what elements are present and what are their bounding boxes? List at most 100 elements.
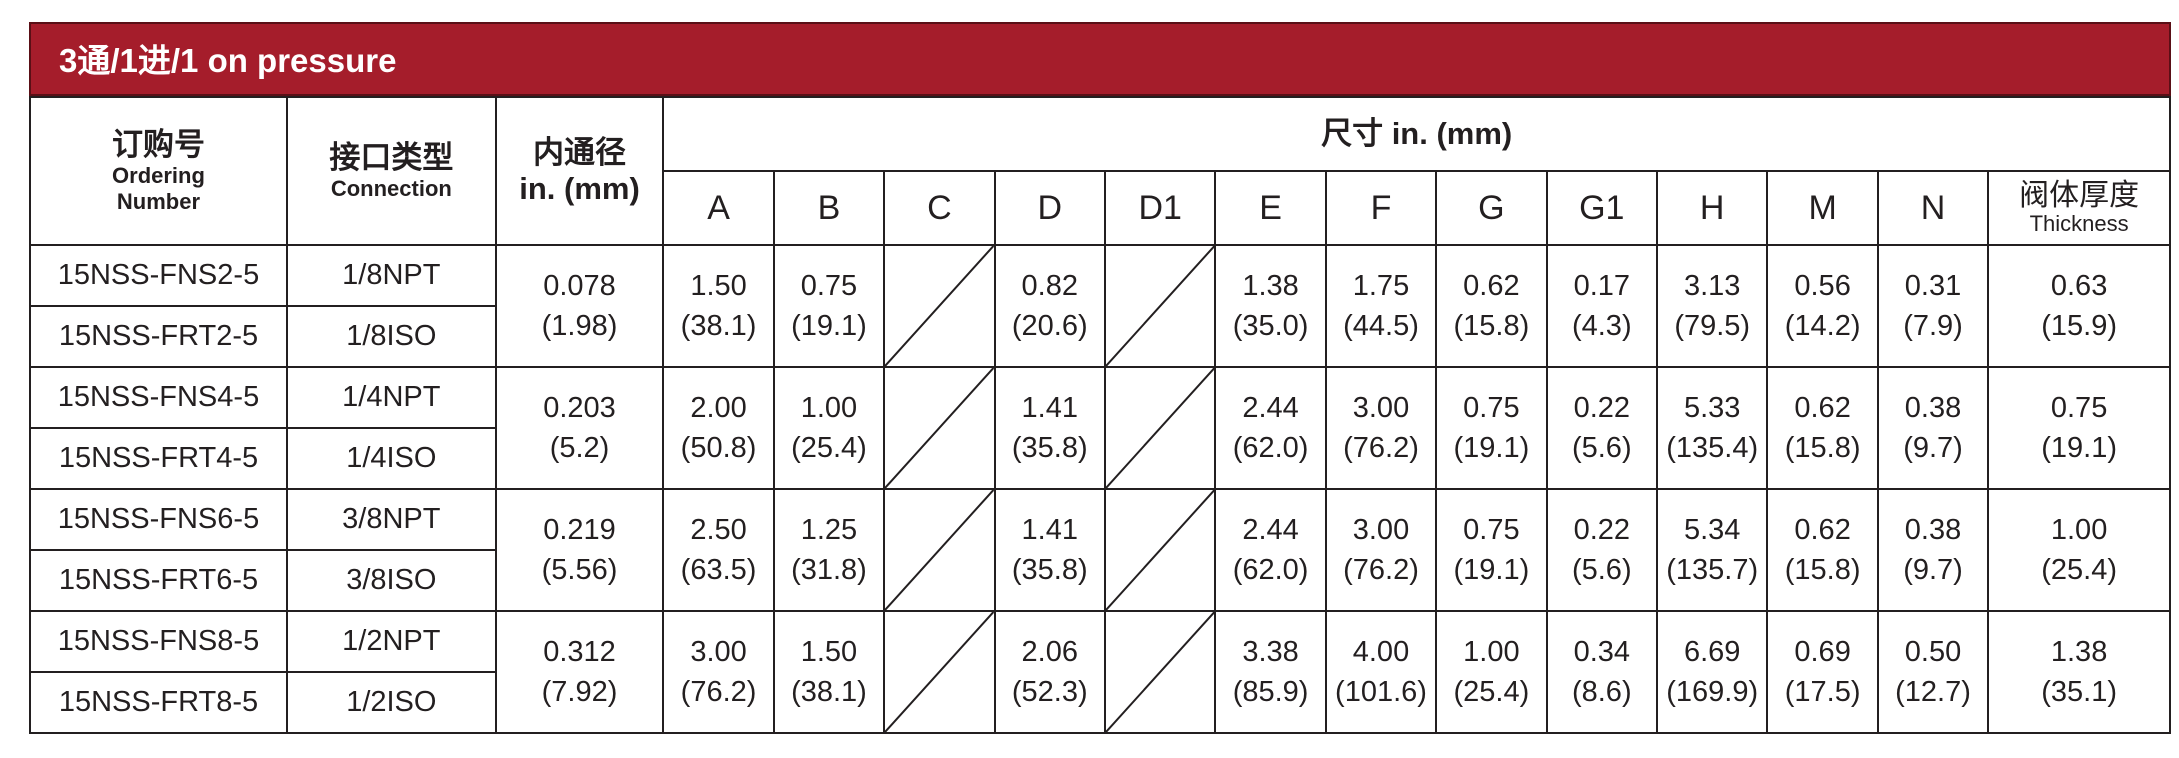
ordering-number-cell: 15NSS-FNS2-5 <box>29 244 288 307</box>
value-mm: (8.6) <box>1571 676 1632 708</box>
bore-cell: 0.078 (1.98) <box>494 244 665 368</box>
value-in: 1.50 <box>800 636 858 668</box>
value-mm: (35.1) <box>2041 676 2117 708</box>
ordering-number-cell: 15NSS-FNS6-5 <box>29 488 288 551</box>
value-mm: (5.56) <box>541 554 618 586</box>
dim-n-cell: 0.38 (9.7) <box>1876 488 1990 612</box>
value-in: 0.219 <box>543 514 616 546</box>
dim-h-cell: 5.34 (135.7) <box>1655 488 1769 612</box>
value-in: 0.62 <box>1794 514 1851 546</box>
dim-m-cell: 0.62 (15.8) <box>1766 488 1879 612</box>
connection-cell: 1/8NPT <box>285 244 497 307</box>
dim-m-cell: 0.56 (14.2) <box>1766 244 1879 368</box>
value-in: 0.50 <box>1904 636 1962 668</box>
not-applicable-slash <box>1106 368 1214 488</box>
header-dimensions: 尺寸 in. (mm) <box>662 96 2171 172</box>
not-applicable-slash <box>1106 490 1214 610</box>
value-mm: (14.2) <box>1784 310 1861 342</box>
value-in: 1.75 <box>1352 270 1410 302</box>
bore-cn: 内通径 <box>533 135 627 170</box>
table-row: 15NSS-FRT8-5 1/2ISO <box>29 671 2170 734</box>
dim-a-cell: 2.50 (63.5) <box>662 488 775 612</box>
value-in: 2.44 <box>1242 514 1299 546</box>
not-applicable-slash <box>885 246 993 366</box>
thickness-cn: 阀体厚度 <box>2019 179 2140 212</box>
value-mm: (62.0) <box>1232 432 1309 464</box>
value-in: 0.75 <box>1463 392 1520 424</box>
value-in: 3.00 <box>1352 392 1410 424</box>
value-mm: (79.5) <box>1674 310 1751 342</box>
dim-d-cell: 2.06 (52.3) <box>993 610 1106 734</box>
dim-header-b: B <box>772 170 886 246</box>
ordering-number-cell: 15NSS-FRT2-5 <box>29 305 288 368</box>
dim-f-cell: 1.75 (44.5) <box>1324 244 1438 368</box>
value-in: 2.44 <box>1242 392 1299 424</box>
value-mm: (38.1) <box>680 310 757 342</box>
connection-cell: 1/2ISO <box>285 671 497 734</box>
dim-header-a: A <box>662 170 775 246</box>
table-row: 15NSS-FRT2-5 1/8ISO <box>29 305 2170 368</box>
table-row: 15NSS-FNS4-5 1/4NPT 0.203 (5.2) 2.00 (50.8) 1.… <box>29 366 2171 490</box>
value-in: 0.34 <box>1573 636 1631 668</box>
connection-cell: 1/4ISO <box>285 427 497 490</box>
dim-g1-cell: 0.34 (8.6) <box>1545 610 1659 734</box>
value-in: 3.13 <box>1683 270 1741 302</box>
value-in: 1.38 <box>1242 270 1299 302</box>
dim-d-cell: 0.82 (20.6) <box>993 244 1106 368</box>
table-row: 15NSS-FRT6-5 3/8ISO <box>29 549 2170 612</box>
dim-header-c: C <box>883 170 996 246</box>
value-mm: (35.8) <box>1011 432 1088 464</box>
ordering-number-cell: 15NSS-FRT6-5 <box>29 549 288 612</box>
ordering-cn: 订购号 <box>111 127 205 162</box>
dim-n-cell: 0.38 (9.7) <box>1876 366 1990 490</box>
value-in: 0.22 <box>1573 392 1631 424</box>
value-in: 0.82 <box>1021 270 1078 302</box>
connection-cn: 接口类型 <box>329 140 454 175</box>
table-row: 15NSS-FNS2-5 1/8NPT 0.078 (1.98) 1.50 (38.1) 0… <box>29 244 2171 368</box>
dim-b-cell: 1.50 (38.1) <box>772 610 886 734</box>
dim-header-m: M <box>1766 170 1879 246</box>
dim-d1-cell <box>1103 244 1217 368</box>
value-mm: (25.4) <box>791 432 867 464</box>
dim-header-d1: D1 <box>1103 170 1217 246</box>
dim-e-cell: 3.38 (85.9) <box>1214 610 1327 734</box>
value-mm: (12.7) <box>1895 676 1971 708</box>
value-mm: (85.9) <box>1232 676 1309 708</box>
dim-f-cell: 3.00 (76.2) <box>1324 366 1438 490</box>
dim-f-cell: 4.00 (101.6) <box>1324 610 1438 734</box>
value-mm: (101.6) <box>1335 676 1427 708</box>
ordering-number-cell: 15NSS-FNS8-5 <box>29 610 288 673</box>
bore-cell: 0.219 (5.56) <box>494 488 665 612</box>
dim-e-cell: 2.44 (62.0) <box>1214 366 1327 490</box>
not-applicable-slash <box>1106 246 1214 366</box>
ordering-en-2: Number <box>116 189 201 214</box>
value-in: 2.06 <box>1021 636 1078 668</box>
dim-a-cell: 3.00 (76.2) <box>662 610 775 734</box>
value-mm: (9.7) <box>1903 554 1963 586</box>
dim-g-cell: 0.62 (15.8) <box>1435 244 1548 368</box>
value-in: 0.312 <box>543 636 616 668</box>
value-in: 0.22 <box>1573 514 1631 546</box>
value-in: 1.00 <box>1463 636 1520 668</box>
ordering-en-1: Ordering <box>112 163 205 188</box>
dim-header-f: F <box>1324 170 1438 246</box>
dim-header-h: H <box>1655 170 1769 246</box>
dim-header-g: G <box>1435 170 1548 246</box>
dim-d-cell: 1.41 (35.8) <box>993 488 1106 612</box>
value-in: 0.69 <box>1794 636 1851 668</box>
bore-cell: 0.312 (7.92) <box>494 610 665 734</box>
dim-a-cell: 2.00 (50.8) <box>662 366 775 490</box>
value-mm: (31.8) <box>791 554 867 586</box>
table-row: 15NSS-FRT4-5 1/4ISO <box>29 427 2170 490</box>
dim-header-n: N <box>1876 170 1990 246</box>
bore-cell: 0.203 (5.2) <box>494 366 665 490</box>
thickness-en: Thickness <box>2029 211 2129 236</box>
dim-c-cell <box>883 244 996 368</box>
dim-header-g1: G1 <box>1545 170 1659 246</box>
dim-d1-cell <box>1103 610 1217 734</box>
value-mm: (135.4) <box>1666 432 1759 464</box>
value-mm: (135.7) <box>1666 554 1759 586</box>
bore-unit: in. (mm) <box>519 171 640 206</box>
value-in: 0.56 <box>1794 270 1851 302</box>
dim-header-e: E <box>1214 170 1327 246</box>
